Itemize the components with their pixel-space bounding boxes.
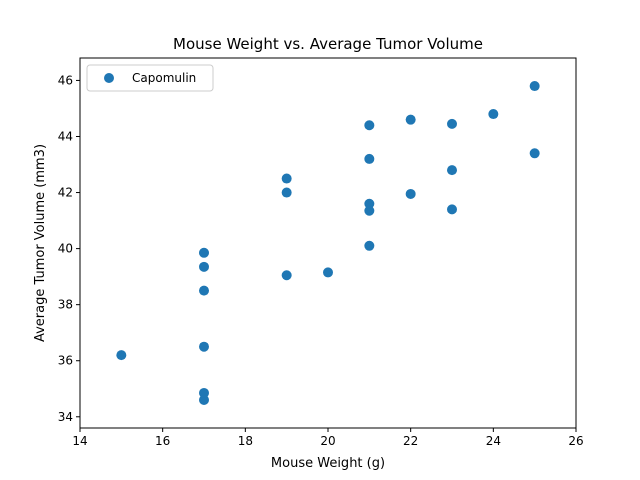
plot-area bbox=[80, 58, 576, 428]
data-point bbox=[281, 173, 292, 184]
x-tick-label: 20 bbox=[320, 434, 335, 448]
data-point bbox=[199, 394, 209, 405]
data-point bbox=[364, 153, 375, 164]
data-point bbox=[281, 187, 292, 198]
legend-marker bbox=[104, 73, 114, 83]
data-point bbox=[447, 118, 457, 129]
data-point bbox=[405, 188, 416, 199]
x-tick-label: 22 bbox=[403, 434, 418, 448]
y-axis-label: Average Tumor Volume (mm3) bbox=[33, 144, 48, 342]
data-point bbox=[281, 270, 292, 281]
chart-title: Mouse Weight vs. Average Tumor Volume bbox=[173, 35, 483, 53]
y-tick-label: 38 bbox=[58, 298, 73, 312]
y-axis-ticks: 34 36 38 40 42 44 46 bbox=[58, 73, 80, 424]
data-point bbox=[199, 247, 209, 258]
x-axis-ticks: 14 16 18 20 22 24 26 bbox=[72, 428, 584, 448]
y-tick-label: 36 bbox=[58, 354, 73, 368]
data-point bbox=[116, 350, 127, 361]
y-tick-label: 46 bbox=[58, 73, 73, 87]
data-point bbox=[447, 204, 457, 215]
y-tick-label: 44 bbox=[58, 129, 73, 143]
x-tick-label: 26 bbox=[568, 434, 583, 448]
data-point bbox=[364, 198, 375, 209]
x-tick-label: 18 bbox=[238, 434, 253, 448]
data-point bbox=[447, 165, 457, 176]
legend-label: Capomulin bbox=[132, 71, 196, 85]
legend: Capomulin bbox=[86, 64, 214, 92]
y-tick-label: 34 bbox=[58, 410, 73, 424]
data-point bbox=[199, 261, 209, 272]
data-point bbox=[488, 109, 499, 120]
legend-box bbox=[86, 64, 214, 92]
data-points bbox=[116, 81, 540, 405]
data-point bbox=[529, 148, 540, 159]
plot-frame bbox=[79, 57, 577, 429]
data-point bbox=[364, 205, 375, 216]
data-point bbox=[529, 81, 540, 92]
data-point bbox=[199, 341, 209, 352]
data-point bbox=[364, 120, 375, 131]
x-tick-label: 16 bbox=[155, 434, 170, 448]
x-axis-label: Mouse Weight (g) bbox=[271, 456, 385, 471]
y-tick-label: 42 bbox=[58, 186, 73, 200]
y-tick-label: 40 bbox=[58, 242, 73, 256]
data-point bbox=[364, 240, 375, 251]
x-tick-label: 24 bbox=[486, 434, 501, 448]
data-point bbox=[199, 387, 209, 398]
data-point bbox=[199, 285, 209, 296]
data-point bbox=[323, 267, 333, 278]
data-point bbox=[405, 114, 416, 125]
x-tick-label: 14 bbox=[72, 434, 87, 448]
